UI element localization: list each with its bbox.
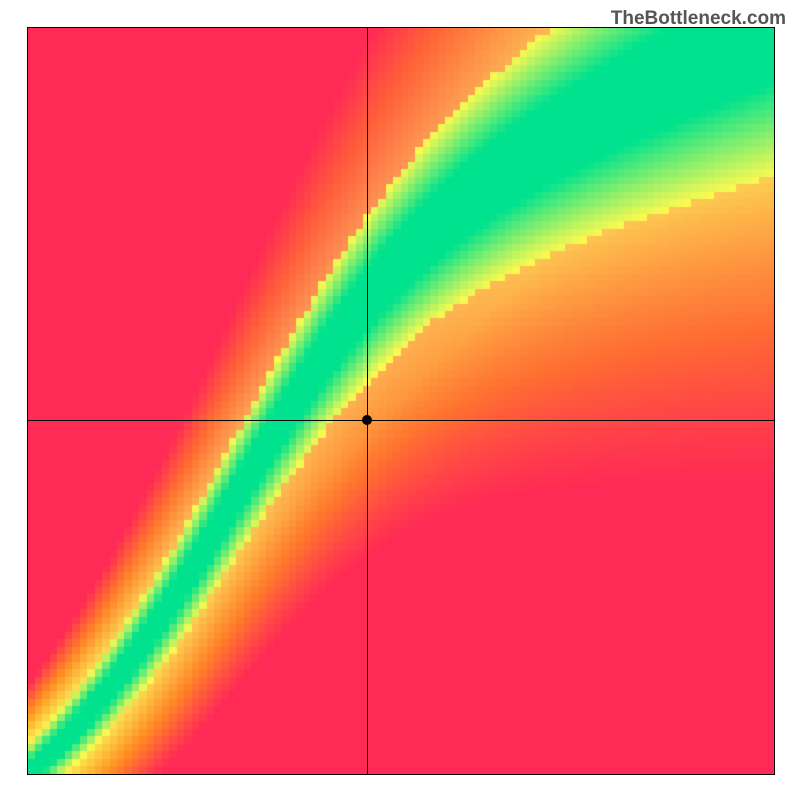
chart-container: TheBottleneck.com	[0, 0, 800, 800]
plot-area	[27, 27, 775, 775]
crosshair-vertical	[367, 28, 368, 774]
crosshair-horizontal	[28, 420, 774, 421]
heatmap-canvas	[28, 28, 774, 774]
crosshair-marker	[362, 415, 372, 425]
watermark-text: TheBottleneck.com	[611, 8, 786, 30]
